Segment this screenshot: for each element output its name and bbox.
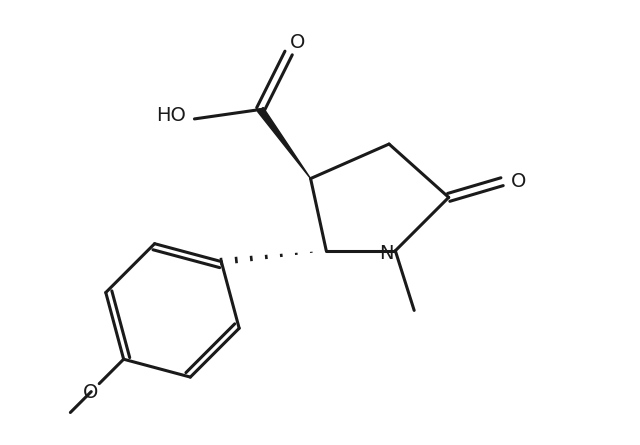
Text: O: O	[83, 383, 98, 402]
Text: O: O	[291, 33, 306, 52]
Polygon shape	[257, 108, 310, 178]
Text: N: N	[379, 244, 393, 263]
Text: HO: HO	[156, 106, 186, 125]
Text: O: O	[511, 172, 527, 191]
